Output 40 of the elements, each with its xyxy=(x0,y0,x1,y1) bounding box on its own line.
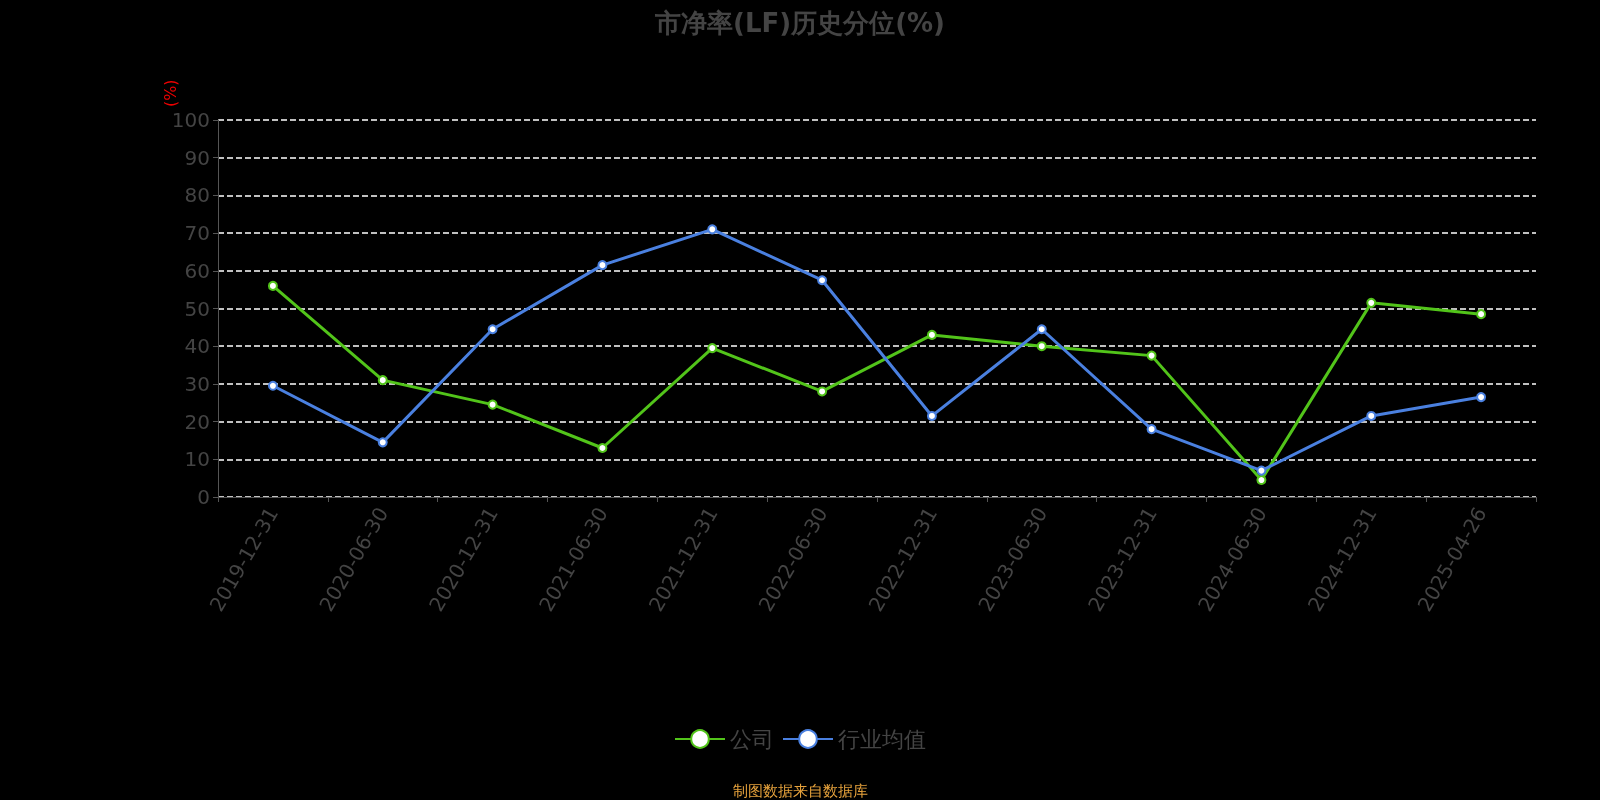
point xyxy=(487,399,498,410)
point xyxy=(1366,297,1377,308)
y-tick-label: 100 xyxy=(171,108,210,132)
y-tick-label: 90 xyxy=(184,145,210,170)
y-axis-title: (%) xyxy=(160,79,180,108)
point xyxy=(1146,424,1157,435)
point xyxy=(1366,410,1377,421)
point xyxy=(926,329,937,340)
point xyxy=(817,275,828,286)
point xyxy=(1256,475,1267,486)
y-tick-label: 70 xyxy=(184,221,210,246)
y-tick-label: 0 xyxy=(197,485,210,509)
text: 制图数据来自数据库 xyxy=(732,781,868,800)
point xyxy=(926,410,937,421)
point xyxy=(817,386,828,397)
y-tick-label: 40 xyxy=(184,334,210,359)
point xyxy=(267,280,278,291)
point xyxy=(1146,350,1157,361)
point xyxy=(597,260,608,271)
y-tick-label: 10 xyxy=(184,447,210,472)
chart-title: 市净率(LF)历史分位(%) xyxy=(654,8,945,38)
y-tick-label: 60 xyxy=(184,258,210,283)
y-tick-label: 50 xyxy=(184,296,210,321)
point xyxy=(1476,392,1487,403)
point xyxy=(377,437,388,448)
point xyxy=(267,380,278,391)
point xyxy=(1476,309,1487,320)
point xyxy=(377,375,388,386)
y-tick-label: 20 xyxy=(184,409,210,434)
legend-label: 行业均值 xyxy=(838,726,926,752)
point xyxy=(707,343,718,354)
point xyxy=(597,442,608,453)
point xyxy=(1036,324,1047,335)
y-tick-label: 80 xyxy=(184,183,210,208)
point xyxy=(707,224,718,235)
point xyxy=(1036,341,1047,352)
legend-label: 公司 xyxy=(730,726,774,752)
y-tick-label: 30 xyxy=(184,371,210,396)
point xyxy=(487,324,498,335)
point xyxy=(1256,465,1267,476)
